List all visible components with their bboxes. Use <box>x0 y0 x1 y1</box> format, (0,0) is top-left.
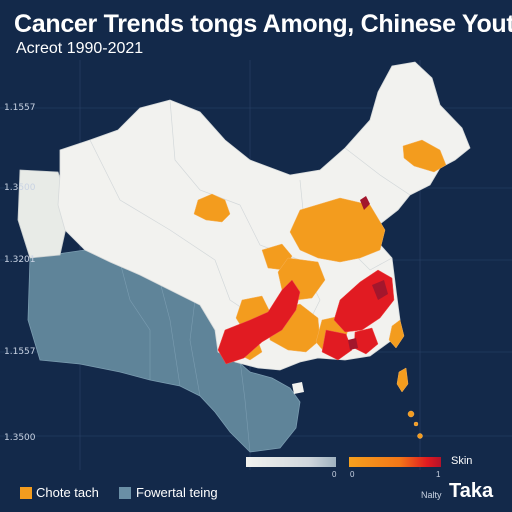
y-label: 1.3500 <box>4 433 36 443</box>
legend-tick: 0 <box>350 470 355 479</box>
y-label: 1.3500 <box>4 183 36 193</box>
neighbor-borders <box>119 261 251 453</box>
legend-swatch-orange <box>20 487 32 499</box>
neighbor-region <box>17 169 71 259</box>
y-label: 1.1557 <box>4 347 36 357</box>
legend-gradient-gray <box>246 457 336 467</box>
hainan-island <box>292 382 304 394</box>
dark-red-regions <box>348 196 388 350</box>
legend-item-label: Chote tach <box>36 485 99 500</box>
legend-tick: 1 <box>436 470 441 479</box>
brand-small-text: Nalty <box>421 490 442 500</box>
legend-gradient-hot <box>349 457 441 467</box>
legend-item-label: Fowertal teing <box>136 485 218 500</box>
map-title: Cancer Trends tongs Among, Chinese Youth… <box>14 10 512 38</box>
y-label: 1.3201 <box>4 255 36 265</box>
map-subtitle: Acreot 1990-2021 <box>16 40 144 57</box>
legend-skin-label: Skin <box>451 455 473 467</box>
legend-tick: 0 <box>332 470 337 479</box>
brand-logo-text: Taka <box>449 480 494 502</box>
red-regions <box>217 269 395 365</box>
legend-swatch-blue <box>119 487 131 499</box>
y-label: 1.1557 <box>4 103 36 113</box>
